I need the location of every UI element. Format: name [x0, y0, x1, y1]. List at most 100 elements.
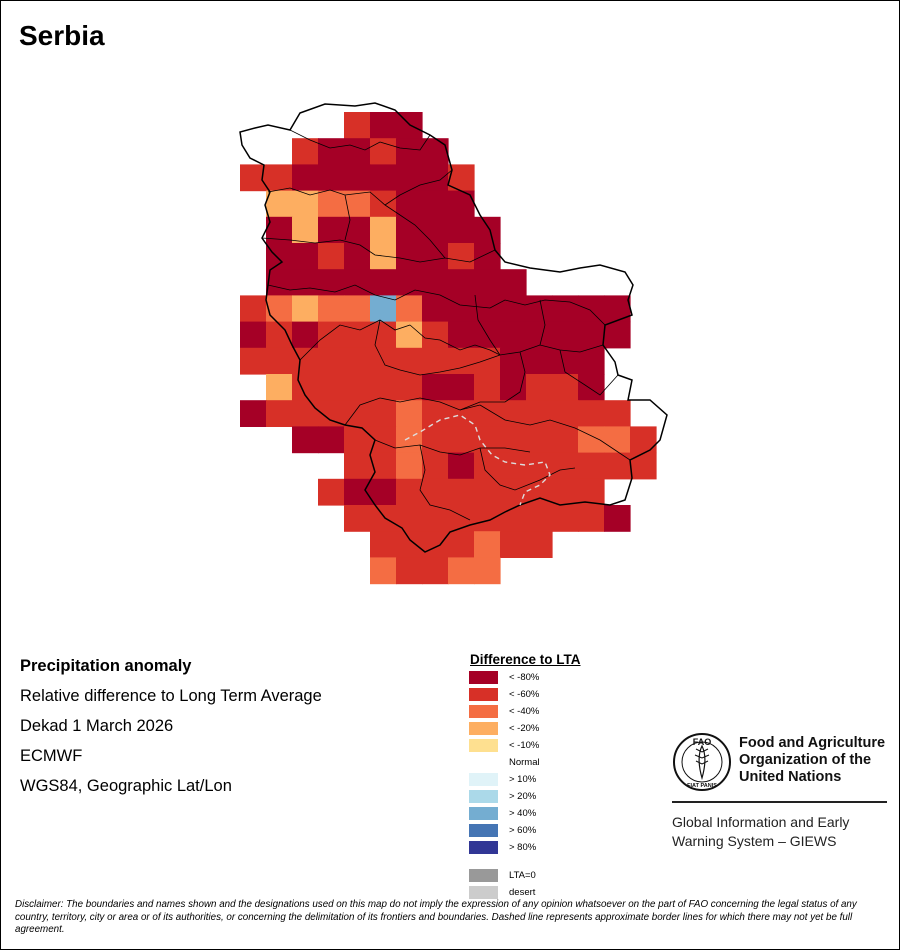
- legend-label: < -80%: [509, 672, 540, 683]
- country-border: [239, 102, 668, 553]
- anomaly-cell: [422, 216, 449, 244]
- anomaly-cell: [370, 321, 397, 349]
- legend-swatch: [469, 671, 498, 684]
- anomaly-cell: [578, 400, 605, 427]
- anomaly-cell: [552, 426, 579, 454]
- anomaly-cell: [422, 426, 449, 454]
- anomaly-cell: [448, 478, 475, 506]
- anomaly-cell: [630, 426, 657, 454]
- legend-label: < -40%: [509, 706, 540, 717]
- anomaly-cell: [396, 505, 423, 532]
- anomaly-cell: [526, 452, 553, 480]
- anomaly-cell: [422, 190, 449, 218]
- anomaly-cell: [292, 243, 319, 270]
- giews-name: Global Information and Early Warning Sys…: [672, 813, 887, 851]
- legend-swatch: [469, 841, 498, 854]
- anomaly-cell: [344, 452, 371, 480]
- anomaly-cell: [344, 426, 371, 454]
- anomaly-cell: [396, 531, 423, 558]
- anomaly-cell: [344, 243, 371, 270]
- anomaly-cell: [422, 400, 449, 427]
- fao-logo-motto: FIAT PANIS: [687, 783, 717, 789]
- anomaly-cell: [266, 374, 293, 401]
- legend-swatch: [469, 824, 498, 837]
- anomaly-cell: [500, 478, 527, 506]
- anomaly-cell: [370, 164, 397, 192]
- anomaly-cell: [448, 531, 475, 558]
- anomaly-cell: [474, 452, 501, 480]
- anomaly-cell: [422, 295, 449, 323]
- anomaly-cell: [552, 374, 579, 401]
- anomaly-cell: [292, 426, 319, 454]
- anomaly-cell: [578, 295, 605, 323]
- legend-label: < -60%: [509, 689, 540, 700]
- anomaly-cell: [578, 374, 605, 401]
- anomaly-cell: [396, 243, 423, 270]
- anomaly-cell: [396, 321, 423, 349]
- anomaly-cell: [422, 478, 449, 506]
- map-title: Serbia: [19, 20, 105, 51]
- anomaly-cell: [292, 321, 319, 349]
- legend-label: > 80%: [509, 842, 537, 853]
- legend-swatch: [469, 869, 498, 882]
- info-period: Dekad 1 March 2026: [20, 717, 174, 735]
- legend-title: Difference to LTA: [470, 652, 581, 667]
- disputed-border: [404, 414, 551, 506]
- anomaly-cell: [604, 321, 631, 349]
- legend-label: desert: [509, 887, 536, 898]
- anomaly-cell: [448, 216, 475, 244]
- anomaly-cell: [578, 478, 605, 506]
- anomaly-cell: [448, 400, 475, 427]
- anomaly-cell: [422, 452, 449, 480]
- anomaly-cell: [370, 452, 397, 480]
- anomaly-cell: [240, 400, 267, 427]
- legend-label: Normal: [509, 757, 540, 768]
- anomaly-cell: [292, 295, 319, 323]
- anomaly-cell: [474, 505, 501, 532]
- anomaly-cell: [344, 295, 371, 323]
- anomaly-cell: [266, 295, 293, 323]
- fao-divider: [672, 801, 887, 803]
- anomaly-cell: [474, 347, 501, 375]
- fao-name-line1: Food and Agriculture: [739, 735, 886, 751]
- anomaly-cell: [344, 400, 371, 427]
- anomaly-cell: [578, 321, 605, 349]
- anomaly-cell: [422, 321, 449, 349]
- anomaly-cell: [396, 557, 423, 585]
- anomaly-cell: [344, 505, 371, 532]
- anomaly-cell: [526, 295, 553, 323]
- anomaly-cell: [500, 295, 527, 323]
- anomaly-cell: [422, 531, 449, 558]
- anomaly-cell: [344, 347, 371, 375]
- anomaly-cell: [396, 452, 423, 480]
- anomaly-cell: [448, 452, 475, 480]
- anomaly-cell: [552, 321, 579, 349]
- anomaly-cell: [474, 216, 501, 244]
- legend-label: > 60%: [509, 825, 537, 836]
- anomaly-cell: [240, 347, 267, 375]
- anomaly-cell: [604, 426, 631, 454]
- anomaly-cell: [500, 531, 527, 558]
- anomaly-cell: [344, 321, 371, 349]
- anomaly-cell: [474, 400, 501, 427]
- anomaly-cell: [422, 557, 449, 585]
- anomaly-cell: [318, 347, 345, 375]
- anomaly-cell: [474, 426, 501, 454]
- anomaly-cell: [266, 400, 293, 427]
- anomaly-cell: [526, 505, 553, 532]
- anomaly-cell: [240, 321, 267, 349]
- anomaly-cell: [578, 347, 605, 375]
- anomaly-cell: [396, 164, 423, 192]
- fao-name-line3: United Nations: [739, 769, 842, 785]
- legend-swatch: [469, 688, 498, 701]
- anomaly-cell: [448, 374, 475, 401]
- legend-label: > 20%: [509, 791, 537, 802]
- anomaly-cell: [578, 426, 605, 454]
- anomaly-cell: [318, 295, 345, 323]
- legend-swatch: [469, 756, 498, 769]
- anomaly-cell: [474, 243, 501, 270]
- anomaly-cell: [396, 374, 423, 401]
- anomaly-cell: [318, 243, 345, 270]
- anomaly-cell: [526, 374, 553, 401]
- anomaly-cell: [344, 164, 371, 192]
